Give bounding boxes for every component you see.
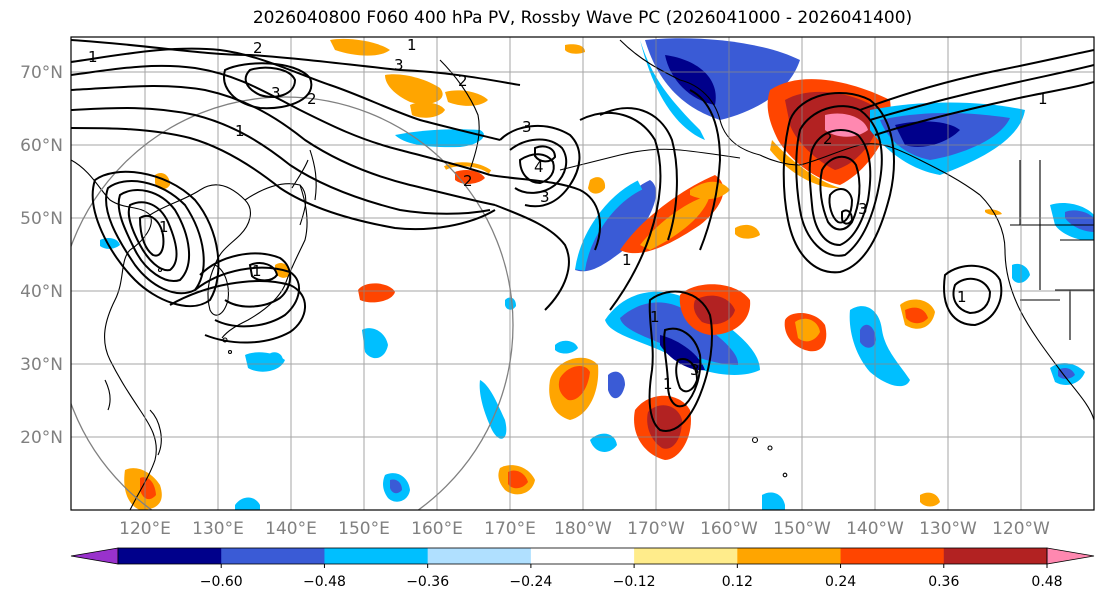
colorbar-tick-label: −0.12 [613, 574, 656, 590]
colorbar-frame [117, 547, 1048, 565]
coastlines [71, 39, 1094, 510]
lon-label-130w: 130°W [919, 519, 977, 539]
lon-label-120w: 120°W [992, 519, 1050, 539]
lon-label-170w: 170°W [627, 519, 685, 539]
colorbar-tick-label: −0.48 [303, 574, 346, 590]
lat-label-50n: 50°N [20, 209, 63, 229]
contour-label: 2 [307, 90, 317, 108]
contour-label: 1 [1038, 90, 1048, 108]
colorbar-swatch [737, 548, 842, 564]
lon-label-160w: 160°W [700, 519, 758, 539]
pv-contours [71, 39, 1094, 432]
lon-label-130e: 130°E [192, 519, 244, 539]
contour-label: 3 [271, 84, 281, 102]
colorbar-tick-label: −0.36 [406, 574, 449, 590]
lon-label-160e: 160°E [411, 519, 463, 539]
colorbar-extend-high [1046, 547, 1095, 565]
colorbar-tick-label: 0.24 [825, 574, 856, 590]
contour-label: 2 [823, 130, 833, 148]
lon-label-120e: 120°E [119, 519, 171, 539]
colorbar-swatch [427, 548, 532, 564]
colorbar-tick-label: 0.48 [1031, 574, 1062, 590]
contour-label: 1 [957, 288, 967, 306]
colorbar-swatch [324, 548, 429, 564]
lat-label-30n: 30°N [20, 355, 63, 375]
contour-label: 3 [540, 188, 550, 206]
lat-label-70n: 70°N [20, 63, 63, 83]
colorbar-extend-low [70, 547, 119, 565]
colorbar-swatch [634, 548, 738, 564]
contour-label: 1 [159, 218, 169, 236]
contour-label: 3 [858, 200, 868, 218]
lon-label-140e: 140°E [265, 519, 317, 539]
map-title: 2026040800 F060 400 hPa PV, Rossby Wave … [252, 8, 913, 28]
latitude-axis: 70°N 60°N 50°N 40°N 30°N 20°N [20, 63, 63, 448]
lon-label-150e: 150°E [338, 519, 390, 539]
lon-label-170e: 170°E [484, 519, 536, 539]
contour-label: 4 [534, 158, 544, 176]
lat-label-40n: 40°N [20, 282, 63, 302]
contour-label: 2 [458, 72, 468, 90]
contour-label: 1 [88, 48, 98, 66]
colorbar-swatch [943, 548, 1048, 564]
colorbar-swatch [221, 548, 325, 564]
contour-label: 1 [650, 308, 660, 326]
contour-labels: 1 2 3 4 1 2 3 1 2 3 1 3 1 1 2 1 1 1 2 3 … [88, 36, 1048, 393]
contour-label: 1 [622, 251, 632, 269]
contour-label: 3 [394, 56, 404, 74]
contour-label: 2 [463, 172, 473, 190]
colorbar-swatch [840, 548, 945, 564]
contour-label: 1 [663, 375, 673, 393]
lat-label-60n: 60°N [20, 136, 63, 156]
colorbar-swatch [530, 548, 635, 564]
contour-label: 3 [522, 118, 532, 136]
contour-label: 2 [253, 39, 263, 57]
colorbar-swatch [118, 548, 222, 564]
lat-label-20n: 20°N [20, 428, 63, 448]
colorbar-tick-label: −0.24 [509, 574, 552, 590]
contour-label: 1 [407, 36, 417, 54]
range-circle [71, 96, 514, 510]
contour-label: 3 [690, 361, 700, 379]
longitude-axis: 120°E 130°E 140°E 150°E 160°E 170°E 180°… [119, 519, 1050, 539]
lon-label-140w: 140°W [846, 519, 904, 539]
lon-label-150w: 150°W [773, 519, 831, 539]
colorbar-tick-label: −0.60 [200, 574, 243, 590]
colorbar: −0.60 −0.48 −0.36 −0.24 −0.12 0.12 0.24 0.36 0.4… [70, 547, 1095, 590]
contour-label: 1 [235, 122, 245, 140]
contour-label: 1 [252, 262, 262, 280]
lon-label-180w: 180°W [554, 519, 612, 539]
colorbar-tick-label: 0.36 [928, 574, 959, 590]
map-frame [70, 36, 1095, 511]
colorbar-tick-label: 0.12 [722, 574, 753, 590]
